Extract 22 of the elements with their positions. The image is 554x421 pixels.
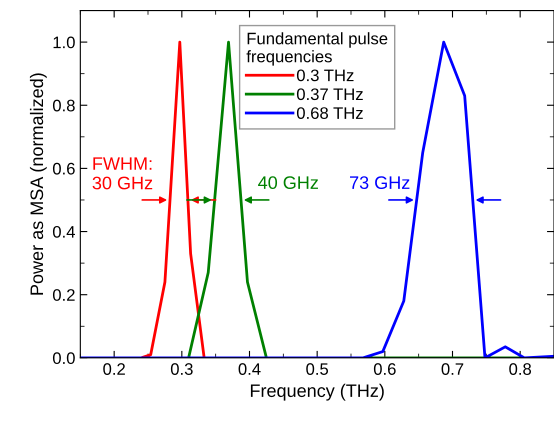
y-tick-label: 1.0 <box>54 36 75 48</box>
y-axis-title: Power as MSA (normalized) <box>30 73 47 295</box>
legend-label: 0.68 THz <box>296 107 363 119</box>
legend-label: 0.37 THz <box>296 88 363 100</box>
x-tick-label: 0.8 <box>509 363 532 375</box>
x-tick-label: 0.3 <box>170 363 193 375</box>
annotation: 40 GHz <box>258 176 318 190</box>
annotation: FWHM: 30 GHz <box>92 157 152 190</box>
x-tick-label: 0.6 <box>374 363 396 375</box>
x-axis-title: Frequency (THz) <box>250 384 384 401</box>
y-tick-label: 0.4 <box>52 226 75 238</box>
x-tick-label: 0.7 <box>442 363 464 375</box>
y-tick-label: 0.2 <box>52 289 75 301</box>
annotation: 73 GHz <box>350 176 410 190</box>
y-tick-label: 0.6 <box>52 162 75 175</box>
x-tick-label: 0.5 <box>306 363 328 375</box>
y-tick-label: 0.8 <box>52 100 75 112</box>
x-tick-label: 0.2 <box>103 363 125 375</box>
x-tick-label: 0.4 <box>238 363 261 375</box>
legend-title: Fundamental pulse frequencies <box>246 32 388 66</box>
y-tick-label: 0.0 <box>52 352 75 364</box>
legend-label: 0.3 THz <box>296 69 354 82</box>
